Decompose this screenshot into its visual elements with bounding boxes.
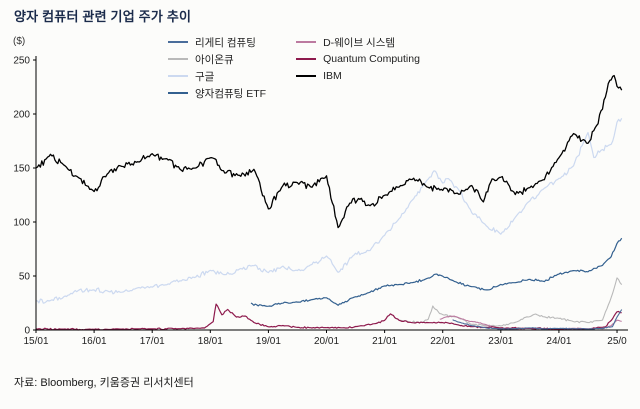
- legend-item-dwave: D-웨이브 시스템: [296, 36, 420, 49]
- legend-label: 구글: [195, 70, 215, 83]
- legend-label: 리게티 컴퓨팅: [195, 36, 256, 49]
- y-tick-label: 150: [13, 164, 30, 175]
- y-tick-label: 200: [13, 110, 30, 121]
- series-line-3: [250, 237, 623, 307]
- x-tick-label: 22/01: [430, 336, 455, 347]
- series-line-1: [399, 277, 623, 327]
- x-tick-label: 15/01: [23, 336, 48, 347]
- x-tick-label: 17/01: [140, 336, 165, 347]
- ibm-line-swatch: [296, 75, 317, 77]
- source-note: 자료: Bloomberg, 키움증권 리서치센터: [14, 377, 194, 389]
- x-tick-label: 21/01: [372, 336, 397, 347]
- series-line-2: [35, 118, 623, 304]
- series-line-5: [35, 303, 622, 331]
- legend-item-quantum-computing: Quantum Computing: [296, 53, 420, 65]
- y-tick-label: 250: [13, 56, 30, 67]
- quantum-etf-line-swatch: [168, 92, 188, 94]
- legend-item-ionq: 아이온큐: [168, 53, 266, 66]
- legend-item-ibm: IBM: [296, 70, 420, 82]
- legend-label: IBM: [323, 70, 342, 82]
- ionq-line-swatch: [168, 58, 188, 60]
- x-tick-label: 16/01: [82, 336, 107, 347]
- legend-label: 아이온큐: [195, 53, 234, 66]
- legend-label: 양자컴퓨팅 ETF: [195, 87, 267, 100]
- dwave-line-swatch: [296, 41, 317, 43]
- legend-item-rigetti: 리게티 컴퓨팅: [168, 36, 266, 49]
- y-tick-label: 50: [19, 272, 31, 283]
- x-tick-label: 24/01: [546, 336, 571, 347]
- rigetti-line-swatch: [168, 41, 188, 43]
- legend-column-1: 리게티 컴퓨팅 아이온큐 구글 양자컴퓨팅 ETF: [168, 36, 267, 100]
- legend-label: Quantum Computing: [323, 53, 420, 65]
- x-tick-label: 20/01: [314, 336, 339, 347]
- line-chart: 0 50 100 150 200 250 15/01 16/01 17/01 18/01 19/01…: [6, 52, 634, 352]
- stock-price-line-chart-canvas: 0 50 100 150 200 250 15/01 16/01 17/01 18/01 19/01…: [13, 56, 628, 347]
- series-line-6: [35, 74, 623, 229]
- x-tick-label: 19/01: [256, 336, 281, 347]
- x-tick-label: 18/01: [198, 336, 223, 347]
- legend-column-2: D-웨이브 시스템 Quantum Computing IBM: [296, 36, 420, 99]
- series-line-0: [452, 309, 623, 330]
- quantum-computing-line-swatch: [296, 58, 317, 60]
- y-tick-label: 0: [24, 326, 30, 337]
- y-tick-label: 100: [13, 218, 30, 229]
- legend-item-google: 구글: [168, 70, 266, 83]
- legend-label: D-웨이브 시스템: [323, 36, 396, 49]
- legend-item-quantum-etf: 양자컴퓨팅 ETF: [168, 87, 267, 100]
- y-axis-unit-label: ($): [13, 36, 26, 47]
- google-line-swatch: [168, 75, 188, 77]
- x-tick-label: 23/01: [488, 336, 513, 347]
- x-tick-label: 25/0: [607, 336, 627, 347]
- page-title: 양자 컴퓨터 관련 기업 주가 추이: [14, 9, 192, 24]
- chart-legend: 리게티 컴퓨팅 아이온큐 구글 양자컴퓨팅 ETF D-웨이브 시스템: [168, 36, 420, 100]
